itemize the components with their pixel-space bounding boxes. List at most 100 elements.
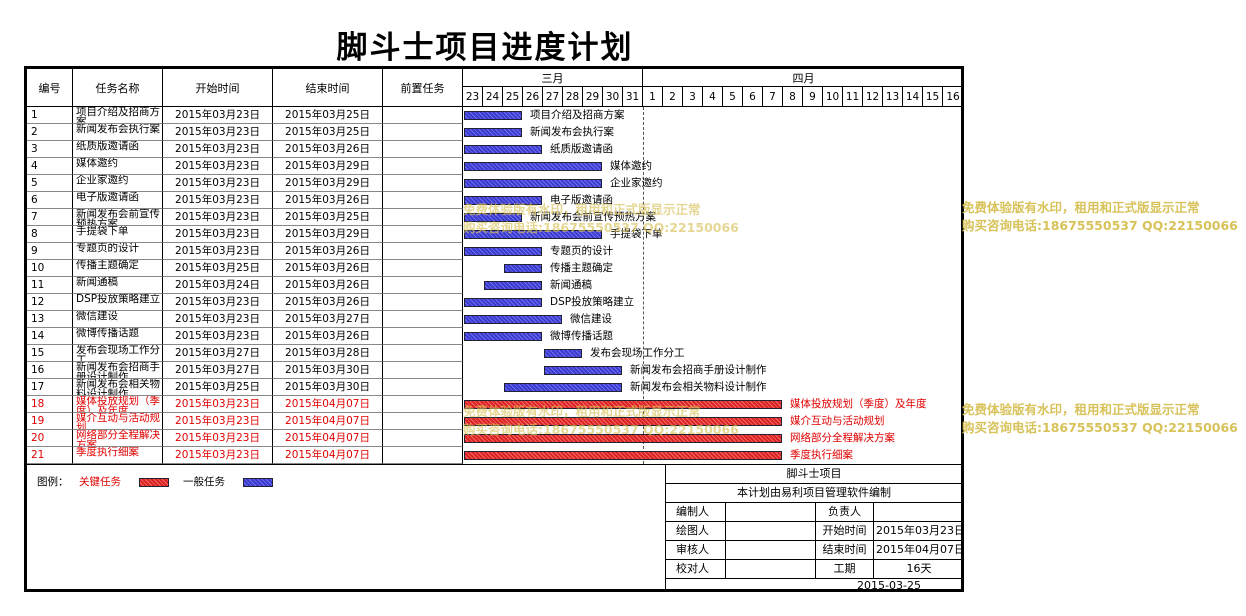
legend-critical-label: 关键任务	[79, 476, 121, 488]
task-name: 微博传播话题	[73, 328, 163, 345]
gantt-bar-label: 发布会现场工作分工	[590, 347, 685, 359]
gantt-bar	[464, 128, 522, 137]
gantt-bar	[464, 213, 522, 222]
task-start: 2015年03月25日	[163, 379, 273, 396]
task-name: 新闻发布会招商手册设计制作	[73, 362, 163, 379]
table-row: 12 DSP投放策略建立 2015年03月23日 2015年03月26日	[27, 294, 463, 311]
task-id: 15	[27, 345, 73, 362]
task-name: 发布会现场工作分工	[73, 345, 163, 362]
gantt-bar	[484, 281, 542, 290]
task-predecessor	[383, 175, 463, 192]
task-end: 2015年03月28日	[273, 345, 383, 362]
table-row: 11 新闻通稿 2015年03月24日 2015年03月26日	[27, 277, 463, 294]
info-label-proof_label: 校对人	[666, 560, 726, 579]
gantt-bar-label: 专题页的设计	[550, 245, 613, 257]
day-header: 8	[783, 87, 803, 107]
gantt-bar	[464, 145, 542, 154]
gantt-bar	[464, 400, 782, 409]
task-name: 纸质版邀请函	[73, 141, 163, 158]
table-row: 19 媒介互动与活动规划 2015年03月23日 2015年04月07日	[27, 413, 463, 430]
gantt-bar-label: 电子版邀请函	[550, 194, 613, 206]
gantt-bar	[464, 247, 542, 256]
task-name: 新闻通稿	[73, 277, 163, 294]
task-start: 2015年03月23日	[163, 192, 273, 209]
task-end: 2015年03月29日	[273, 175, 383, 192]
table-row: 14 微博传播话题 2015年03月23日 2015年03月26日	[27, 328, 463, 345]
task-predecessor	[383, 413, 463, 430]
task-end: 2015年03月25日	[273, 124, 383, 141]
task-start: 2015年03月23日	[163, 413, 273, 430]
task-predecessor	[383, 396, 463, 413]
task-start: 2015年03月23日	[163, 447, 273, 464]
gantt-bar	[464, 230, 602, 239]
info-label-reviewer_label: 审核人	[666, 541, 726, 560]
gantt-bar-label: 传播主题确定	[550, 262, 613, 274]
page-title: 脚斗士项目进度计划	[336, 30, 634, 66]
gantt-bar-label: 媒体邀约	[610, 160, 652, 172]
day-header: 24	[483, 87, 503, 107]
task-predecessor	[383, 328, 463, 345]
day-header: 14	[903, 87, 923, 107]
watermark-line2: 购买咨询电话:18675550537 QQ:22150066	[962, 218, 1238, 233]
info-value-author	[726, 503, 816, 522]
task-end: 2015年03月26日	[273, 141, 383, 158]
day-header: 12	[863, 87, 883, 107]
col-header-id: 编号	[27, 69, 73, 107]
table-row: 21 季度执行细案 2015年03月23日 2015年04月07日	[27, 447, 463, 464]
watermark-faint-line1: 免费体验版有水印，租用和正式版显示正常	[463, 404, 701, 419]
info-label-author_label: 编制人	[666, 503, 726, 522]
task-start: 2015年03月23日	[163, 124, 273, 141]
info-label-end_label: 结束时间	[816, 541, 874, 560]
legend-critical-swatch	[139, 478, 169, 487]
table-row: 16 新闻发布会招商手册设计制作 2015年03月27日 2015年03月30日	[27, 362, 463, 379]
task-start: 2015年03月23日	[163, 141, 273, 158]
task-end: 2015年03月30日	[273, 379, 383, 396]
task-name: 网络部分全程解决方案	[73, 430, 163, 447]
gantt-bar-label: 新闻发布会相关物料设计制作	[630, 381, 767, 393]
table-row: 6 电子版邀请函 2015年03月23日 2015年03月26日	[27, 192, 463, 209]
gantt-bar-label: 手提袋下单	[610, 228, 663, 240]
task-end: 2015年03月26日	[273, 328, 383, 345]
table-row: 2 新闻发布会执行案 2015年03月23日 2015年03月25日	[27, 124, 463, 141]
task-end: 2015年03月26日	[273, 192, 383, 209]
gantt-bar-label: 媒介互动与活动规划	[790, 415, 885, 427]
task-id: 4	[27, 158, 73, 175]
day-header: 6	[743, 87, 763, 107]
task-predecessor	[383, 141, 463, 158]
gantt-bar-label: 企业家邀约	[610, 177, 663, 189]
info-date: 2015-03-25	[857, 579, 921, 592]
watermark-faint-line2: 购买咨询电话:18675550537 QQ:22150066	[463, 220, 739, 235]
table-row: 17 新闻发布会相关物料设计制作 2015年03月25日 2015年03月30日	[27, 379, 463, 396]
task-end: 2015年03月26日	[273, 243, 383, 260]
info-value-start: 2015年03月23日	[874, 522, 962, 541]
task-start: 2015年03月25日	[163, 260, 273, 277]
col-header-name: 任务名称	[73, 69, 163, 107]
task-end: 2015年03月25日	[273, 209, 383, 226]
gantt-bar	[464, 196, 542, 205]
task-name: 媒体邀约	[73, 158, 163, 175]
day-header: 26	[523, 87, 543, 107]
task-id: 2	[27, 124, 73, 141]
task-id: 1	[27, 107, 73, 124]
gantt-bar	[464, 162, 602, 171]
info-table: 脚斗士项目 本计划由易利项目管理软件编制 编制人 负责人 绘图人 开始时间 2015年03月…	[665, 465, 962, 592]
gantt-bar	[464, 417, 782, 426]
gantt-bar-label: 媒体投放规划（季度）及年度	[790, 398, 927, 410]
day-header: 16	[943, 87, 963, 107]
col-header-end: 结束时间	[273, 69, 383, 107]
watermark-faint-line1: 免费体验版有水印，租用和正式版显示正常	[463, 202, 701, 217]
watermark-line2: 购买咨询电话:18675550537 QQ:22150066	[962, 420, 1238, 435]
task-start: 2015年03月27日	[163, 345, 273, 362]
task-id: 19	[27, 413, 73, 430]
info-value-proof	[726, 560, 816, 579]
day-header: 11	[843, 87, 863, 107]
task-id: 17	[27, 379, 73, 396]
gantt-chart-frame: 编号 任务名称 开始时间 结束时间 前置任务 三月 四月 23 24 25 26 27 28 29 30 31…	[24, 66, 964, 592]
task-id: 6	[27, 192, 73, 209]
gantt-bar-label: 微博传播话题	[550, 330, 613, 342]
task-end: 2015年03月26日	[273, 277, 383, 294]
gantt-bar-label: 新闻发布会执行案	[530, 126, 614, 138]
task-start: 2015年03月23日	[163, 294, 273, 311]
task-predecessor	[383, 209, 463, 226]
task-predecessor	[383, 107, 463, 124]
